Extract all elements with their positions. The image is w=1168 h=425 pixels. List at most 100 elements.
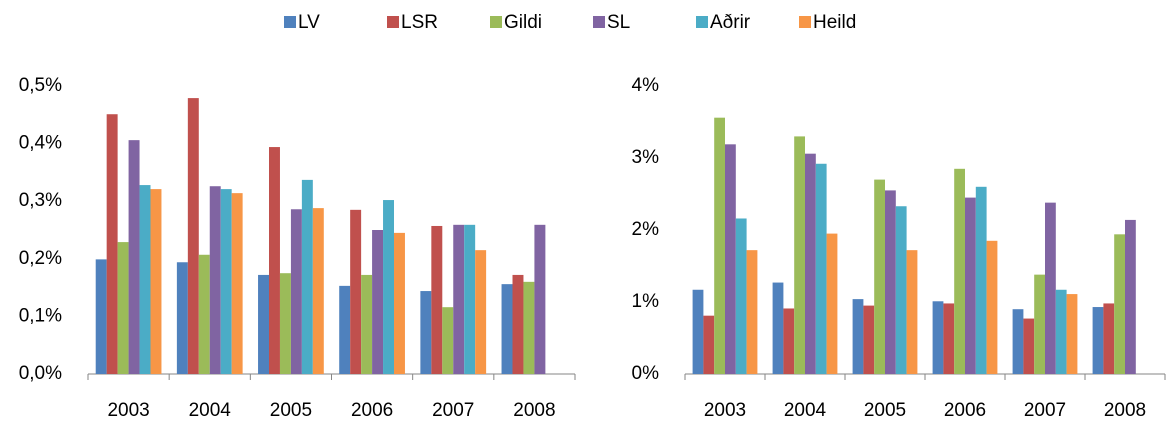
bar [128,140,140,374]
y-tick-label: 0,2% [19,248,62,269]
bar [301,179,313,374]
x-tick-label: 2004 [784,400,827,421]
y-tick-label: 2% [632,219,660,240]
bar [1066,294,1078,374]
bar [290,209,302,374]
bar [475,250,487,374]
bar [746,250,758,374]
legend-swatch [387,16,399,28]
bar [312,208,324,374]
bar [258,274,270,374]
bar [339,285,351,374]
bar [943,303,955,374]
bar [420,291,432,374]
bar [986,240,998,374]
legend-swatch [284,16,296,28]
bar [794,136,805,374]
x-tick-label: 2006 [351,400,393,421]
bar [874,179,885,374]
bar [269,147,280,374]
legend-swatch [696,16,708,28]
legend-swatch [593,16,605,28]
legend-label: LV [298,12,320,33]
bar [1034,274,1045,374]
bar [139,185,151,374]
bar [815,163,827,374]
bar [220,189,232,374]
bar [534,224,546,374]
legend-label: Gildi [504,12,542,33]
bar [431,225,443,374]
bar [350,209,362,374]
bar [863,305,875,374]
bar [954,168,965,374]
y-tick-label: 0,1% [19,305,62,326]
y-tick-label: 0,4% [19,133,62,154]
y-tick-label: 1% [632,291,660,312]
bar [209,186,221,374]
bar [965,197,976,374]
bar [735,218,747,374]
bar [372,230,384,374]
bar [453,224,465,374]
bar [106,114,118,374]
legend-label: Aðrir [710,12,751,33]
bar [852,299,864,374]
bar [692,289,704,374]
bar [725,144,736,374]
bar [826,233,838,374]
bar [1055,289,1067,374]
legend-label: Heild [813,12,856,33]
x-tick-label: 2006 [944,400,986,421]
bar [703,315,715,374]
x-tick-label: 2004 [189,400,232,421]
x-tick-label: 2003 [704,400,746,421]
bar [150,189,162,374]
bar [714,117,725,375]
y-tick-label: 4% [632,75,660,96]
bar [464,224,476,374]
bar [523,281,535,374]
x-tick-label: 2007 [432,400,474,421]
bar [231,193,243,374]
legend-swatch [799,16,811,28]
bar [783,308,795,374]
bar [393,232,405,374]
bar [906,250,918,374]
x-tick-label: 2008 [1104,400,1146,421]
legend-label: SL [607,12,630,33]
bar [1023,318,1035,374]
bar [279,273,291,374]
bar [1114,234,1125,374]
legend-label: LSR [401,12,438,33]
bar [805,153,816,374]
bar [975,186,987,374]
bar [1092,307,1104,374]
bar [772,282,784,374]
bar [95,259,107,374]
y-tick-label: 0,5% [19,75,62,96]
bar [117,242,129,374]
bar [198,254,210,374]
bar [383,200,394,374]
bar [512,274,524,374]
y-tick-label: 0% [632,363,660,384]
bar [187,98,199,374]
bar [1103,303,1115,374]
x-tick-label: 2005 [864,400,906,421]
x-tick-label: 2003 [107,400,149,421]
x-tick-label: 2007 [1024,400,1066,421]
bar [442,307,454,374]
bar [361,274,373,374]
bar [176,262,188,374]
bar [1045,202,1056,374]
bar [932,301,944,374]
y-tick-label: 3% [632,147,660,168]
legend-swatch [490,16,502,28]
x-tick-label: 2005 [270,400,312,421]
bar [1125,219,1136,374]
y-tick-label: 0,3% [19,190,62,211]
bar [1012,309,1024,374]
bar [895,206,907,374]
